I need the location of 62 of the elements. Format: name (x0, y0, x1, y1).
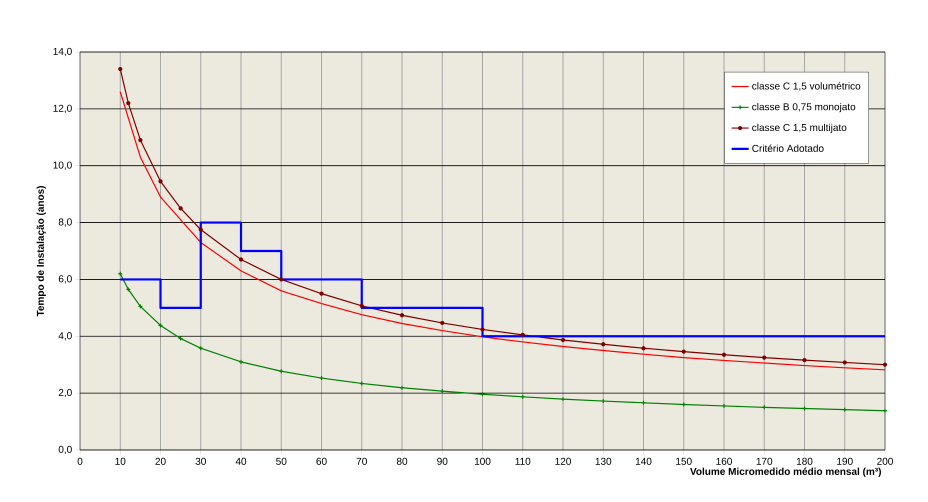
point (641, 346, 646, 350)
legend-label: classe C 1,5 volumétrico (752, 82, 860, 91)
x-axis-title: Volume Micromedido médio mensal (m³) (690, 468, 881, 477)
point (178, 206, 183, 210)
x-tick-label: 160 (716, 458, 732, 465)
legend-label: Critério Adotado (752, 144, 824, 152)
x-tick-label: 50 (276, 458, 286, 465)
y-tick-label: 2,0 (58, 389, 72, 398)
y-tick-label: 0,0 (58, 446, 72, 454)
point (480, 327, 485, 332)
point (278, 368, 284, 374)
legend-label: classe B 0,75 monojato (752, 102, 856, 112)
y-axis-title: Tempo de Instalação (anos) (36, 186, 46, 316)
x-tick-label: 150 (676, 458, 692, 465)
point (762, 404, 767, 410)
point (118, 66, 122, 72)
x-tick-label: 70 (356, 458, 367, 465)
x-tick-label: 180 (796, 458, 812, 465)
point (400, 313, 404, 318)
point (802, 358, 807, 362)
point (198, 346, 204, 351)
point (158, 179, 163, 184)
point (882, 362, 888, 367)
point (238, 257, 244, 262)
point (126, 101, 130, 106)
point (842, 360, 847, 365)
point (279, 277, 284, 282)
x-tick-label: 60 (316, 458, 327, 465)
x-tick-label: 100 (474, 458, 490, 465)
y-tick-label: 8,0 (58, 218, 72, 227)
point (319, 292, 324, 296)
point (520, 332, 525, 337)
y-tick-label: 4,0 (58, 332, 72, 340)
point (601, 342, 606, 346)
x-tick-label: 130 (596, 458, 612, 465)
x-tick-label: 170 (756, 458, 772, 465)
y-tick-label: 10,0 (54, 162, 72, 170)
point (360, 304, 364, 308)
x-tick-label: 120 (555, 458, 571, 465)
point (560, 338, 566, 342)
point (198, 228, 203, 232)
point (138, 138, 142, 142)
x-tick-label: 30 (196, 458, 206, 465)
legend-label: classe C 1,5 multijato (752, 124, 846, 134)
x-tick-label: 20 (155, 458, 166, 465)
x-tick-label: 40 (236, 458, 246, 465)
point (722, 352, 726, 357)
x-tick-label: 10 (115, 458, 126, 465)
x-tick-label: 0 (78, 458, 82, 465)
point (440, 320, 444, 326)
x-tick-label: 200 (877, 458, 893, 465)
point (762, 355, 766, 360)
x-tick-label: 90 (437, 458, 448, 465)
x-tick-label: 190 (837, 458, 853, 465)
point (682, 350, 686, 354)
y-tick-label: 6,0 (58, 275, 72, 284)
y-tick-label: 14,0 (54, 48, 72, 56)
x-tick-label: 80 (396, 458, 408, 465)
point (520, 394, 526, 400)
x-tick-label: 140 (636, 458, 652, 465)
x-tick-label: 110 (516, 458, 530, 465)
y-tick-label: 12,0 (54, 104, 72, 113)
